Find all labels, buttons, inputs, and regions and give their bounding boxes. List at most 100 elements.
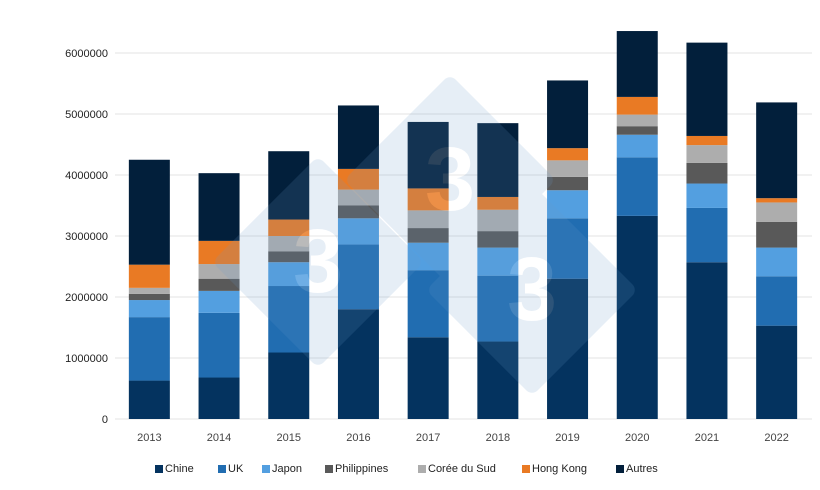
bar-segment-japon-2013 (128, 300, 170, 318)
legend-swatch (218, 465, 226, 473)
bar-segment-uk-2014 (198, 312, 240, 378)
bar-segment-chine-2014 (198, 377, 240, 419)
legend-label: Hong Kong (532, 463, 588, 475)
bar-segment-autres-2020 (616, 31, 658, 97)
bar-segment-philippines-2013 (128, 293, 170, 301)
bar-segment-uk-2016 (337, 244, 379, 310)
bar-segment-uk-2017 (407, 270, 449, 338)
bar-segment-hong-kong-2013 (128, 264, 170, 288)
bar-segment-hong-kong-2016 (337, 168, 379, 190)
legend-item-hong-kong: Hong Kong (522, 463, 587, 475)
x-tick-label: 2021 (695, 432, 719, 444)
bar-segment-hong-kong-2018 (477, 196, 519, 210)
bar-segment-uk-2022 (756, 276, 798, 326)
bar-segment-autres-2017 (407, 121, 449, 189)
bar-segment-chine-2018 (477, 341, 519, 419)
bar-segment-corée-du-sud-2022 (756, 202, 798, 222)
bar-segment-japon-2016 (337, 218, 379, 245)
legend: Chine UK Japon Philippines Corée du Sud Hong … (0, 463, 820, 479)
legend-item-uk: UK (218, 463, 243, 475)
bar-segment-chine-2019 (547, 278, 589, 419)
y-tick-label: 5000000 (65, 109, 108, 121)
watermark-diamond (429, 187, 635, 393)
y-axis: 0 1000000 2000000 3000000 4000000 5000000 6000… (65, 48, 108, 426)
bar-segment-philippines-2019 (547, 176, 589, 191)
bars (128, 31, 798, 419)
legend-swatch (262, 465, 270, 473)
legend-label: Philippines (335, 463, 389, 475)
y-tick-label: 0 (102, 414, 108, 426)
x-axis: 2013 2014 2015 2016 2017 2018 2019 2020 2021 2022 (137, 432, 789, 444)
bar-segment-autres-2022 (756, 102, 798, 199)
bar-segment-hong-kong-2019 (547, 148, 589, 161)
bar-segment-philippines-2016 (337, 205, 379, 219)
bar-segment-autres-2021 (686, 42, 728, 136)
legend-label: UK (228, 463, 244, 475)
legend-label: Japon (272, 463, 302, 475)
bar-segment-corée-du-sud-2018 (477, 209, 519, 232)
bar-segment-corée-du-sud-2021 (686, 145, 728, 163)
legend-swatch (325, 465, 333, 473)
x-tick-label: 2020 (625, 432, 649, 444)
bar-segment-philippines-2022 (756, 221, 798, 248)
y-tick-label: 4000000 (65, 170, 108, 182)
bar-segment-corée-du-sud-2013 (128, 287, 170, 294)
bar-segment-japon-2018 (477, 247, 519, 276)
legend-item-philippines: Philippines (325, 463, 388, 475)
bar-segment-uk-2020 (616, 157, 658, 216)
bar-segment-corée-du-sud-2014 (198, 264, 240, 279)
watermark-logo: 333 (215, 77, 635, 393)
legend-item-japon: Japon (262, 463, 302, 475)
bar-segment-philippines-2018 (477, 231, 519, 248)
legend-item-autres: Autres (616, 463, 658, 475)
watermark-text: 3 (507, 240, 557, 340)
y-tick-label: 6000000 (65, 48, 108, 60)
bar-segment-japon-2019 (547, 190, 589, 219)
bar-segment-corée-du-sud-2019 (547, 160, 589, 177)
bar-segment-chine-2017 (407, 337, 449, 419)
bar-segment-corée-du-sud-2020 (616, 114, 658, 127)
bar-segment-japon-2017 (407, 242, 449, 271)
legend-swatch (522, 465, 530, 473)
y-tick-label: 3000000 (65, 231, 108, 243)
bar-segment-autres-2016 (337, 105, 379, 169)
bar-segment-hong-kong-2022 (756, 198, 798, 203)
x-tick-label: 2014 (207, 432, 231, 444)
x-tick-label: 2015 (277, 432, 301, 444)
bar-segment-hong-kong-2020 (616, 96, 658, 115)
bar-segment-japon-2020 (616, 134, 658, 158)
x-tick-label: 2013 (137, 432, 161, 444)
legend-item-chine: Chine (155, 463, 194, 475)
bar-segment-autres-2014 (198, 173, 240, 241)
bar-segment-philippines-2014 (198, 278, 240, 291)
x-tick-label: 2016 (346, 432, 370, 444)
y-tick-label: 1000000 (65, 353, 108, 365)
legend-swatch (418, 465, 426, 473)
bar-segment-japon-2015 (268, 262, 310, 287)
watermark-diamond (347, 77, 553, 283)
bar-segment-autres-2013 (128, 159, 170, 265)
legend-label: Autres (626, 463, 658, 475)
bar-segment-hong-kong-2021 (686, 135, 728, 146)
bar-segment-corée-du-sud-2016 (337, 189, 379, 206)
bar-segment-chine-2015 (268, 352, 310, 419)
x-tick-label: 2019 (555, 432, 579, 444)
bar-segment-chine-2022 (756, 325, 798, 419)
x-tick-label: 2018 (486, 432, 510, 444)
bar-segment-autres-2015 (268, 151, 310, 220)
watermark-text: 3 (293, 212, 343, 312)
bar-segment-uk-2015 (268, 286, 310, 353)
bar-segment-japon-2022 (756, 247, 798, 277)
bar-segment-chine-2013 (128, 380, 170, 419)
watermark-text: 3 (425, 130, 475, 230)
bar-segment-uk-2013 (128, 317, 170, 381)
bar-segment-chine-2016 (337, 309, 379, 419)
bar-segment-uk-2019 (547, 218, 589, 279)
legend-label: Chine (165, 463, 194, 475)
bar-segment-chine-2021 (686, 262, 728, 419)
bar-segment-philippines-2015 (268, 251, 310, 263)
bar-segment-hong-kong-2014 (198, 240, 240, 265)
bar-segment-autres-2019 (547, 80, 589, 149)
legend-swatch (155, 465, 163, 473)
